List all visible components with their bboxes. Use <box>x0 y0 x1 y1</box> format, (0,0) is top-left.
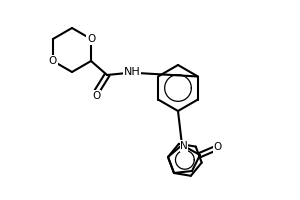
Text: NH: NH <box>124 67 140 77</box>
Text: N: N <box>180 141 188 151</box>
Text: O: O <box>49 56 57 66</box>
Text: O: O <box>87 34 95 44</box>
Text: O: O <box>214 142 222 152</box>
Text: O: O <box>92 91 100 101</box>
